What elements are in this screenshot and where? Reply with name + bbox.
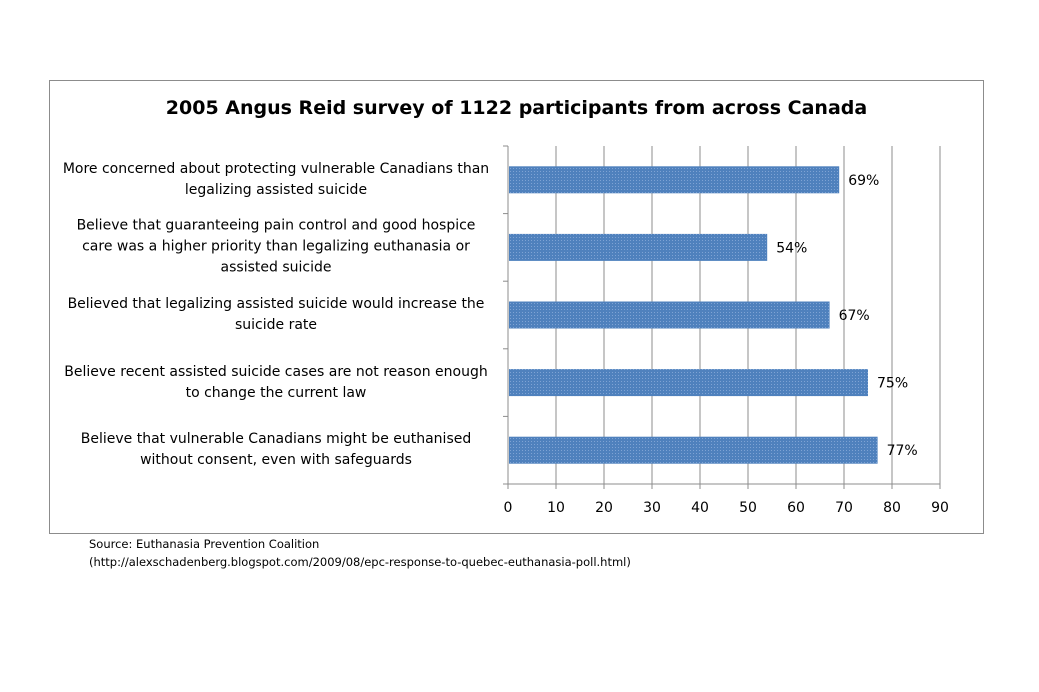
bar	[509, 166, 840, 194]
category-label: Believe recent assisted suicide cases ar…	[64, 363, 488, 401]
source-line-1: Source: Euthanasia Prevention Coalition	[89, 537, 320, 551]
x-tick-label: 70	[835, 500, 853, 516]
x-tick-label: 90	[931, 500, 949, 516]
source-line-2: (http://alexschadenberg.blogspot.com/200…	[89, 555, 631, 569]
bar	[509, 301, 830, 329]
data-label: 67%	[839, 308, 870, 324]
category-label: Believe that guaranteeing pain control a…	[76, 217, 476, 276]
x-tick-label: 0	[504, 500, 513, 516]
x-tick-label: 20	[595, 500, 613, 516]
category-label: Believe that vulnerable Canadians might …	[80, 431, 472, 469]
data-label: 77%	[887, 443, 918, 459]
data-label: 54%	[776, 240, 807, 256]
bar	[509, 436, 878, 464]
category-label: More concerned about protecting vulnerab…	[62, 160, 490, 198]
data-label: 69%	[848, 173, 879, 189]
x-tick-label: 30	[643, 500, 661, 516]
x-tick-label: 10	[547, 500, 565, 516]
bar	[509, 233, 768, 261]
chart-title: 2005 Angus Reid survey of 1122 participa…	[165, 97, 868, 119]
x-tick-label: 80	[883, 500, 901, 516]
bar	[509, 369, 868, 397]
x-tick-label: 40	[691, 500, 709, 516]
x-tick-label: 60	[787, 500, 805, 516]
category-label: Believed that legalizing assisted suicid…	[67, 296, 485, 333]
x-tick-label: 50	[739, 500, 757, 516]
data-label: 75%	[877, 376, 908, 392]
